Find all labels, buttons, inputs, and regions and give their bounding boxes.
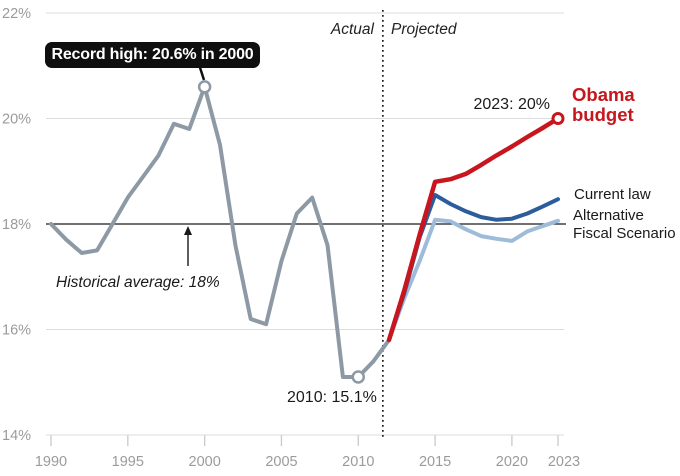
projected-section-label: Projected: [391, 21, 457, 38]
series-line-obama-budget: [386, 116, 561, 343]
series-line-actual: [49, 84, 391, 379]
x-axis-label-2000: 2000: [189, 454, 221, 470]
tooltip-pointer-line: [198, 65, 206, 81]
x-axis-label-1995: 1995: [112, 454, 144, 470]
series-label-current-law: Current law: [574, 186, 651, 203]
marker-2000: [197, 80, 212, 94]
historical-average-arrow-head: [184, 226, 192, 235]
series-line-current-law: [387, 193, 560, 342]
y-axis-label-20: 20%: [2, 112, 31, 128]
y-axis-label-18: 18%: [2, 217, 31, 233]
y-axis-label-14: 14%: [2, 428, 31, 444]
marker-2023: [551, 112, 565, 125]
y-axis-label-16: 16%: [2, 323, 31, 339]
actual-section-label: Actual: [330, 21, 374, 38]
x-axis-label-1990: 1990: [35, 454, 67, 470]
x-axis-label-2023: 2023: [548, 454, 580, 470]
series-line-alternative-fiscal-scenario: [387, 217, 560, 342]
x-axis-label-2020: 2020: [496, 454, 528, 470]
historical-average-label: Historical average: 18%: [56, 274, 220, 291]
x-axis-label-2015: 2015: [419, 454, 451, 470]
series-label-obama-budget: Obama budget: [572, 84, 635, 125]
obama-2023-value-label: 2023: 20%: [473, 96, 550, 113]
x-axis-label-2010: 2010: [342, 454, 374, 470]
marker-2010: [351, 370, 366, 384]
x-axis-label-2005: 2005: [265, 454, 297, 470]
record-high-tooltip: Record high: 20.6% in 2000: [45, 42, 260, 68]
low-2010-label: 2010: 15.1%: [287, 389, 377, 406]
y-axis-label-22: 22%: [2, 6, 31, 22]
series-label-alternative-fiscal-scenario: Alternative Fiscal Scenario: [573, 207, 676, 242]
